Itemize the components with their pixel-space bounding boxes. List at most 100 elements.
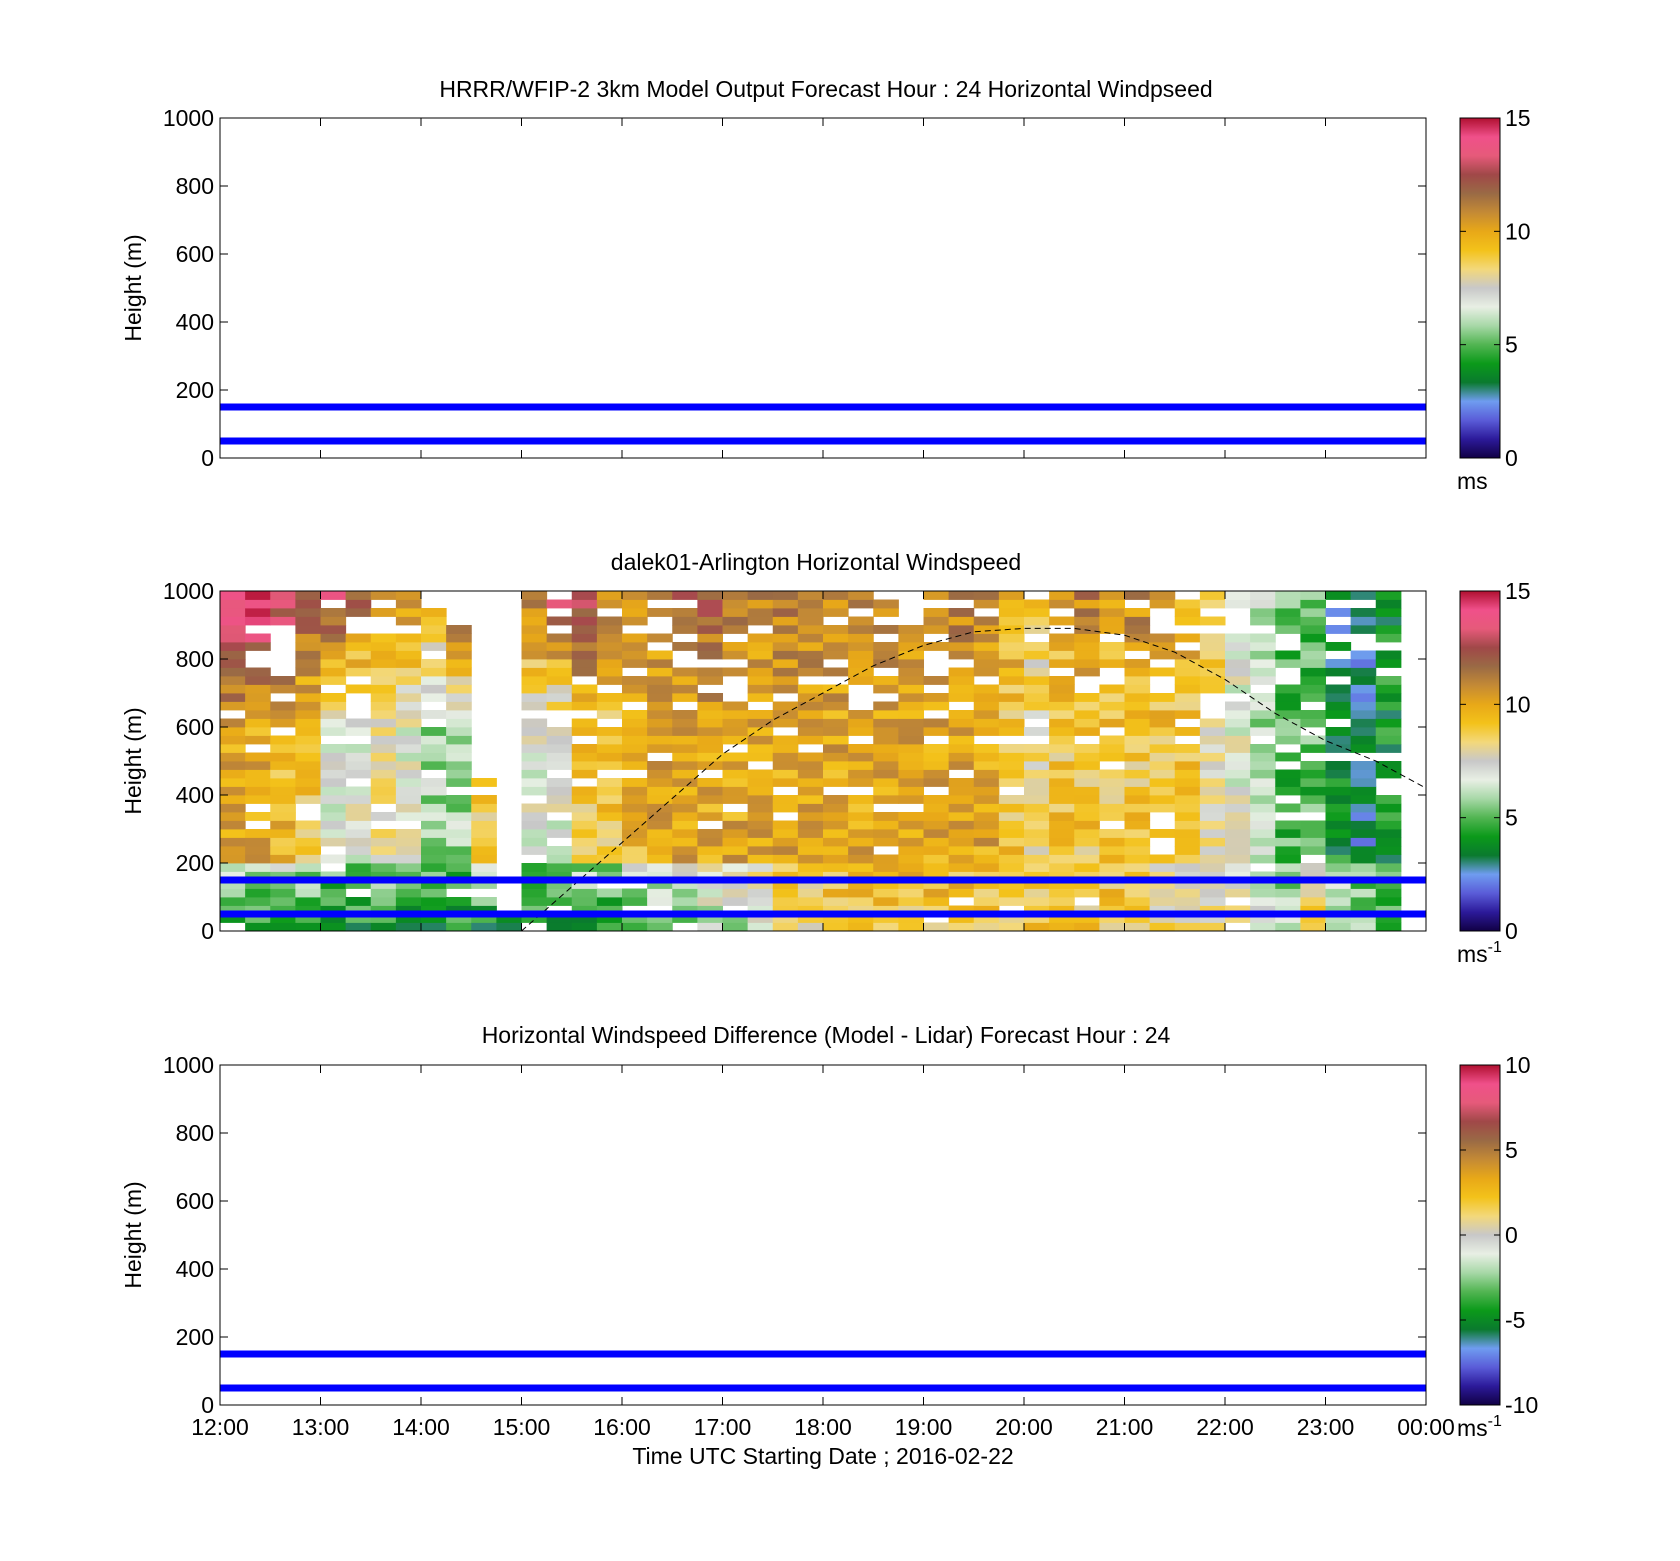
heatmap-cell xyxy=(446,880,472,889)
heatmap-cell xyxy=(747,829,774,838)
heatmap-cell xyxy=(1250,820,1276,830)
heatmap-cell xyxy=(797,616,824,626)
heatmap-cell xyxy=(596,659,623,668)
heatmap-cell xyxy=(571,769,598,779)
heatmap-cell xyxy=(998,710,1025,719)
heatmap-cell xyxy=(1124,718,1151,728)
heatmap-cell xyxy=(672,744,698,753)
heatmap-cell xyxy=(797,752,824,762)
heatmap-cell xyxy=(1024,837,1050,847)
heatmap-cell xyxy=(270,744,296,753)
heatmap-cell xyxy=(973,684,1000,694)
heatmap-cell xyxy=(421,659,447,668)
heatmap-cell xyxy=(521,880,548,889)
heatmap-cell xyxy=(421,863,447,872)
heatmap-cell xyxy=(697,693,724,702)
heatmap-cell xyxy=(747,905,774,915)
heatmap-cell xyxy=(320,659,347,668)
heatmap-cell xyxy=(446,625,472,634)
heatmap-cell xyxy=(471,914,497,923)
heatmap-cell xyxy=(797,897,824,906)
heatmap-cell xyxy=(471,846,497,855)
heatmap-cell xyxy=(873,761,899,770)
heatmap-cell xyxy=(998,897,1025,906)
panel-3-ylabel: Height (m) xyxy=(120,1181,146,1288)
heatmap-cell xyxy=(1049,718,1075,728)
heatmap-cell xyxy=(722,854,749,864)
heatmap-cell xyxy=(446,812,472,821)
heatmap-cell xyxy=(1024,905,1050,915)
heatmap-cell xyxy=(245,752,271,762)
heatmap-cell xyxy=(1049,837,1075,847)
heatmap-cell xyxy=(1099,642,1126,651)
heatmap-cell xyxy=(1124,905,1151,915)
heatmap-cell xyxy=(395,684,422,694)
heatmap-cell xyxy=(848,854,874,864)
heatmap-cell xyxy=(521,642,548,651)
heatmap-cell xyxy=(446,676,472,685)
heatmap-cell xyxy=(1174,905,1201,915)
heatmap-cell xyxy=(245,795,271,804)
panel-1-ylabel: Height (m) xyxy=(120,234,146,341)
heatmap-cell xyxy=(320,718,347,728)
heatmap-cell xyxy=(320,591,347,600)
x-tick-label: 12:00 xyxy=(191,1414,249,1440)
heatmap-cell xyxy=(1225,786,1251,796)
heatmap-cell xyxy=(546,650,573,660)
heatmap-cell xyxy=(1225,795,1251,804)
heatmap-cell xyxy=(1024,795,1050,804)
heatmap-cell xyxy=(797,659,824,668)
heatmap-cell xyxy=(998,608,1025,617)
heatmap-cell xyxy=(747,922,774,932)
heatmap-cell xyxy=(395,880,422,889)
heatmap-cell xyxy=(295,616,322,626)
heatmap-cell xyxy=(370,727,397,736)
heatmap-cell xyxy=(1099,829,1126,838)
heatmap-cell xyxy=(1325,625,1352,634)
heatmap-cell xyxy=(672,642,698,651)
heatmap-cell xyxy=(546,795,573,804)
heatmap-cell xyxy=(571,812,598,821)
heatmap-cell xyxy=(923,616,950,626)
heatmap-cell xyxy=(973,591,1000,600)
heatmap-cell xyxy=(345,897,372,906)
heatmap-cell xyxy=(1199,778,1226,787)
heatmap-cell xyxy=(647,608,673,617)
heatmap-cell xyxy=(697,599,724,609)
heatmap-cell xyxy=(672,676,698,685)
heatmap-cell xyxy=(596,854,623,864)
heatmap-cell xyxy=(596,922,623,932)
heatmap-cell xyxy=(647,735,673,745)
heatmap-cell xyxy=(1350,761,1377,770)
heatmap-cell xyxy=(848,846,874,855)
heatmap-cell xyxy=(647,727,673,736)
heatmap-cell xyxy=(622,659,648,668)
heatmap-cell xyxy=(823,701,849,711)
heatmap-cell xyxy=(220,897,246,906)
heatmap-cell xyxy=(923,922,950,932)
heatmap-cell xyxy=(220,863,246,872)
heatmap-cell xyxy=(998,820,1025,830)
heatmap-cell xyxy=(1199,684,1226,694)
heatmap-cell xyxy=(220,837,246,847)
colorbar-scale xyxy=(1459,590,1501,932)
heatmap-cell xyxy=(1074,761,1100,770)
heatmap-cell xyxy=(1049,761,1075,770)
heatmap-cell xyxy=(395,599,422,609)
heatmap-cell xyxy=(1350,608,1377,617)
heatmap-cell xyxy=(596,888,623,898)
heatmap-cell xyxy=(1099,693,1126,702)
heatmap-cell xyxy=(1174,795,1201,804)
heatmap-cell xyxy=(1225,880,1251,889)
heatmap-cell xyxy=(1300,625,1327,634)
heatmap-cell xyxy=(220,778,246,787)
heatmap-cell xyxy=(1300,846,1327,855)
heatmap-cell xyxy=(1099,591,1126,600)
heatmap-cell xyxy=(395,667,422,677)
x-tick-label: 17:00 xyxy=(694,1414,752,1440)
heatmap-cell xyxy=(1350,616,1377,626)
heatmap-cell xyxy=(1174,701,1201,711)
heatmap-cell xyxy=(1275,829,1301,838)
heatmap-cell xyxy=(345,846,372,855)
heatmap-cell xyxy=(1350,676,1377,685)
